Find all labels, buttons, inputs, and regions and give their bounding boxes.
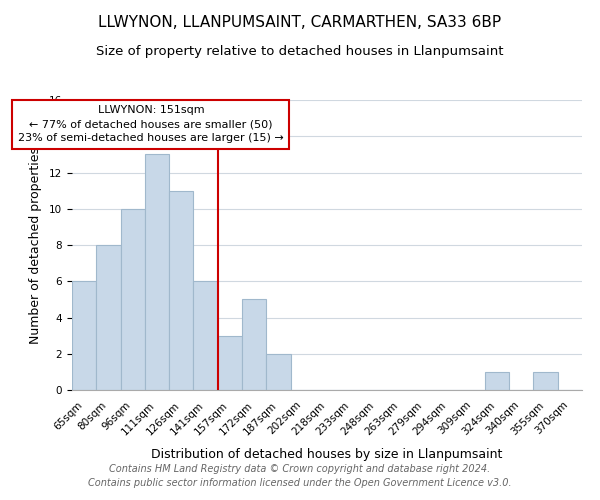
Bar — [96, 245, 121, 390]
Bar — [145, 154, 169, 390]
Bar — [169, 190, 193, 390]
Bar — [242, 300, 266, 390]
Text: LLWYNON: 151sqm
← 77% of detached houses are smaller (50)
23% of semi-detached h: LLWYNON: 151sqm ← 77% of detached houses… — [18, 106, 284, 144]
Bar — [533, 372, 558, 390]
Text: LLWYNON, LLANPUMSAINT, CARMARTHEN, SA33 6BP: LLWYNON, LLANPUMSAINT, CARMARTHEN, SA33 … — [98, 15, 502, 30]
Bar — [72, 281, 96, 390]
Bar — [485, 372, 509, 390]
Y-axis label: Number of detached properties: Number of detached properties — [29, 146, 42, 344]
Bar — [121, 209, 145, 390]
Bar — [193, 281, 218, 390]
X-axis label: Distribution of detached houses by size in Llanpumsaint: Distribution of detached houses by size … — [151, 448, 503, 460]
Bar — [218, 336, 242, 390]
Bar — [266, 354, 290, 390]
Text: Contains HM Land Registry data © Crown copyright and database right 2024.
Contai: Contains HM Land Registry data © Crown c… — [88, 464, 512, 487]
Text: Size of property relative to detached houses in Llanpumsaint: Size of property relative to detached ho… — [96, 45, 504, 58]
